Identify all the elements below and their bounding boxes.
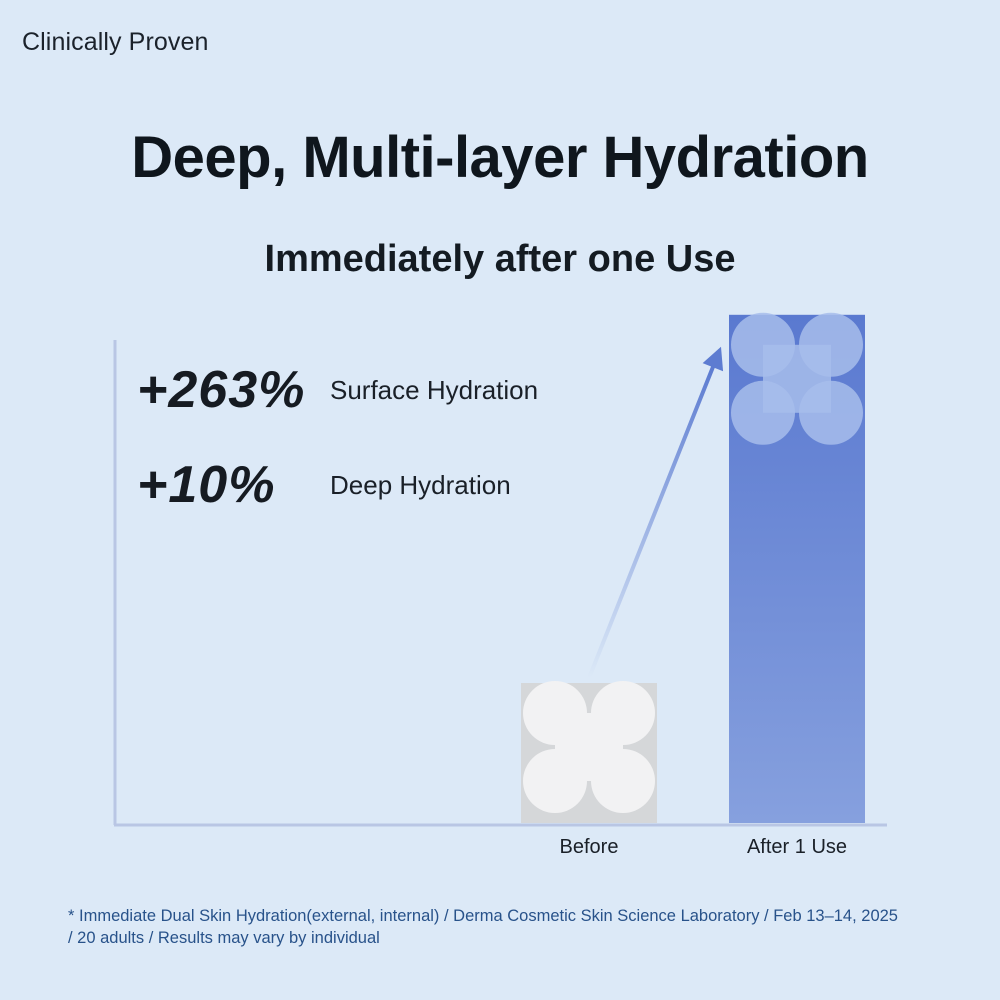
stat-label-deep: Deep Hydration <box>330 470 511 500</box>
page-subtitle: Immediately after one Use <box>264 238 736 280</box>
clover-icon <box>523 681 655 813</box>
stat-label-surface: Surface Hydration <box>330 375 539 405</box>
trend-arrow-head <box>702 346 724 372</box>
trend-arrow-line <box>587 365 715 680</box>
footnote: * Immediate Dual Skin Hydration(external… <box>68 905 958 949</box>
footnote-line-1: * Immediate Dual Skin Hydration(external… <box>68 907 898 925</box>
stat-value-surface: +263% <box>137 361 306 419</box>
clover-icon <box>731 312 863 445</box>
stat-value-deep: +10% <box>137 456 276 514</box>
footnote-line-2: / 20 adults / Results may vary by indivi… <box>68 929 380 947</box>
x-tick-label: After 1 Use <box>747 836 847 858</box>
eyebrow-label: Clinically Proven <box>22 28 209 56</box>
page-title: Deep, Multi-layer Hydration <box>131 125 869 190</box>
x-tick-label: Before <box>560 836 619 858</box>
